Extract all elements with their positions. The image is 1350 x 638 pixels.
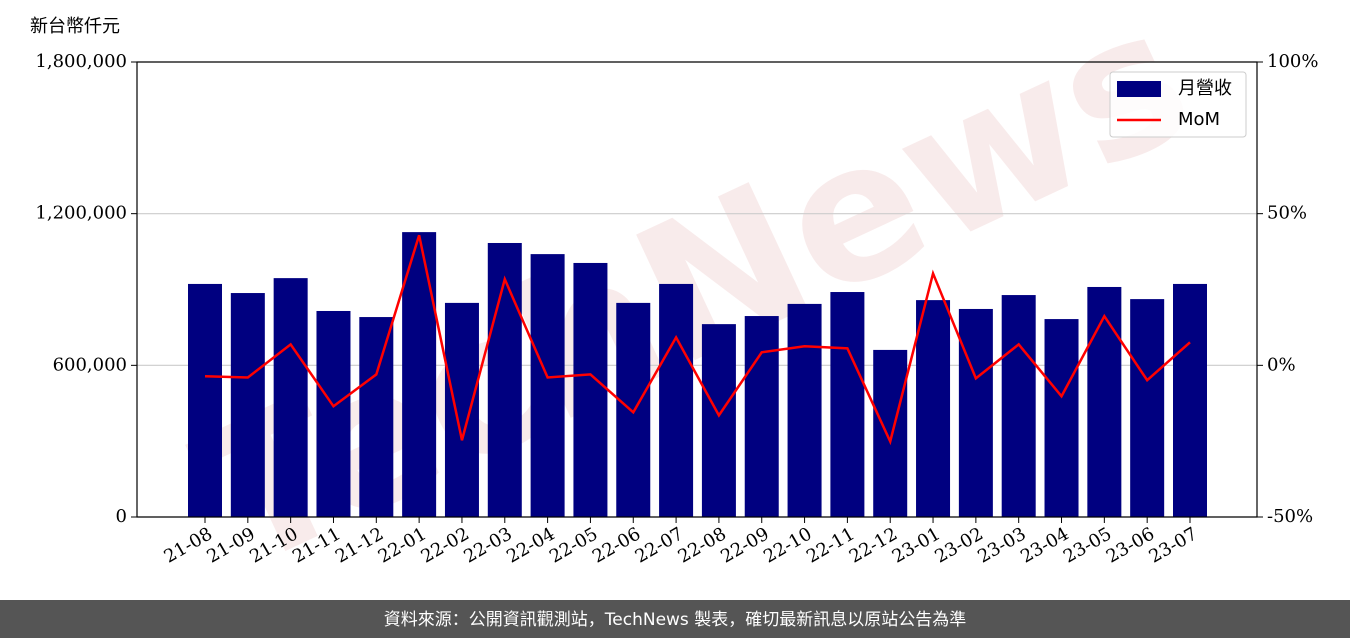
x-tick-label: 23-02 [931, 523, 986, 567]
bar [1173, 283, 1207, 517]
x-tick-label: 22-04 [503, 523, 558, 567]
x-tick-label: 22-06 [589, 523, 644, 567]
watermark: TechNews [168, 0, 1220, 612]
y-tick-label: 1,200,000 [35, 203, 127, 224]
y2-tick-label: 0% [1267, 354, 1296, 375]
x-tick-label: 22-10 [760, 523, 815, 567]
legend-label: MoM [1178, 109, 1220, 130]
legend-swatch [1117, 81, 1161, 97]
x-tick-label: 22-11 [803, 523, 858, 567]
x-tick-label: 23-07 [1146, 523, 1201, 567]
x-tick-label: 21-08 [161, 523, 216, 567]
footer-bar [0, 600, 1350, 638]
y-axis-label: 新台幣仟元 [30, 16, 120, 37]
y-tick-label: 600,000 [53, 354, 127, 375]
bar [573, 262, 608, 517]
bar [916, 300, 951, 517]
x-tick-label: 22-05 [546, 523, 601, 567]
mom-line [204, 234, 1191, 446]
x-tick-label: 23-05 [1060, 523, 1115, 567]
y2-tick-label: -50% [1267, 506, 1313, 527]
y2-tick-label: 50% [1267, 203, 1307, 224]
bar [273, 278, 308, 517]
bar [444, 302, 479, 517]
footer-text: 資料來源：公開資訊觀測站，TechNews 製表，確切最新訊息以原站公告為準 [384, 610, 966, 630]
bar [873, 349, 908, 517]
y-tick-label: 1,800,000 [35, 51, 127, 72]
bar [1001, 295, 1036, 517]
x-tick-label: 23-03 [974, 523, 1029, 567]
y2-tick-label: 100% [1267, 51, 1318, 72]
x-tick-label: 22-08 [674, 523, 729, 567]
bar [1130, 299, 1165, 517]
bar [487, 242, 522, 517]
x-tick-label: 22-03 [460, 523, 515, 567]
bar [188, 283, 222, 517]
x-tick-label: 22-12 [846, 523, 901, 567]
bar [1044, 319, 1079, 517]
x-tick-label: 23-04 [1017, 523, 1072, 567]
plot-area [137, 61, 1257, 518]
x-tick-label: 23-06 [1103, 523, 1158, 567]
bar [530, 254, 565, 517]
bar [316, 310, 351, 517]
x-tick-label: 22-07 [632, 523, 687, 567]
bar [958, 308, 993, 517]
x-tick-label: 23-01 [889, 523, 944, 567]
bar [830, 292, 865, 517]
y-tick-label: 0 [116, 506, 127, 527]
bar [744, 316, 779, 517]
bar [230, 293, 265, 517]
bar [402, 232, 437, 517]
legend-label: 月營收 [1178, 78, 1232, 99]
bar [701, 324, 736, 517]
x-tick-label: 22-09 [717, 523, 772, 567]
bar [787, 303, 822, 517]
plot-frame [136, 61, 1258, 518]
bar [359, 317, 394, 517]
bar [659, 283, 694, 517]
bar [1087, 286, 1122, 517]
